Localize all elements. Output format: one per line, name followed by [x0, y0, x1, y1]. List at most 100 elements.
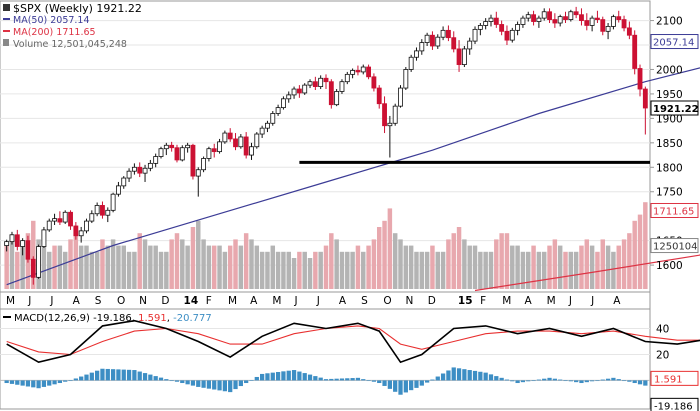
- macd-histogram-bar: [403, 380, 408, 393]
- macd-histogram-bar: [568, 380, 573, 382]
- volume-bar: [515, 245, 520, 289]
- volume-bar: [414, 251, 419, 289]
- macd-histogram-bar: [478, 371, 483, 381]
- candle-body: [520, 17, 526, 25]
- macd-histogram-bar: [515, 380, 520, 384]
- candle-body: [291, 88, 297, 96]
- macd-histogram-bar: [174, 380, 180, 382]
- macd-histogram-bar: [217, 380, 222, 391]
- candle-body: [163, 144, 169, 150]
- volume-bar: [227, 245, 233, 289]
- candle-body: [536, 17, 542, 22]
- macd-histogram-bar: [371, 380, 377, 382]
- month-label: M: [272, 295, 281, 307]
- macd-histogram-bar: [31, 380, 36, 388]
- macd-line: [6, 319, 700, 364]
- volume-bar: [520, 251, 526, 289]
- macd-histogram-bar: [589, 380, 595, 382]
- volume-bar: [621, 239, 627, 289]
- macd-histogram-bar: [579, 380, 584, 384]
- candle-body: [387, 122, 393, 127]
- macd-tags: 1.591 -19.186: [650, 370, 699, 411]
- month-label: S: [361, 295, 368, 307]
- candle-body: [408, 56, 414, 70]
- candle-body: [57, 218, 63, 223]
- volume-bar: [371, 239, 377, 289]
- macd-histogram-bar: [100, 368, 105, 381]
- macd-histogram-bar: [488, 374, 494, 381]
- volume-bar: [180, 239, 185, 289]
- macd-histogram-bar: [190, 380, 196, 386]
- volume-bar: [20, 245, 25, 289]
- price-tick-label: 1750: [656, 187, 683, 199]
- volume-bar: [89, 251, 95, 289]
- price-tick-label: 1800: [656, 162, 683, 174]
- price-tags: 2057.14 1921.22 1711.65 1250104: [650, 34, 699, 254]
- macd-histogram-bar: [270, 372, 275, 381]
- price-tick-label: 1900: [656, 113, 683, 125]
- volume-bar: [233, 239, 238, 289]
- volume-bar: [595, 251, 600, 289]
- candle-body: [477, 25, 483, 30]
- macd-histogram-bar: [616, 379, 621, 381]
- macd-histogram-bar: [318, 377, 323, 381]
- volume-bar: [366, 245, 371, 289]
- candle-body: [632, 34, 638, 69]
- macd-histogram-bar: [424, 380, 430, 383]
- macd-tick-label: 20: [656, 349, 669, 361]
- candle-body: [515, 24, 521, 31]
- macd-histogram-bar: [409, 380, 414, 391]
- candle-body: [233, 138, 238, 148]
- volume-bar: [382, 220, 387, 289]
- moving-average-lines: [6, 67, 700, 292]
- macd-histogram-bar: [153, 376, 158, 381]
- volume-bar: [281, 251, 286, 289]
- candle-body: [339, 81, 345, 92]
- volume-bar: [600, 239, 605, 289]
- volume-bar: [164, 251, 169, 289]
- volume-bar: [73, 233, 79, 289]
- macd-histogram-bar: [36, 380, 41, 389]
- candle-body: [302, 84, 308, 94]
- macd-histogram-bar: [20, 380, 25, 386]
- volume-bar: [78, 245, 84, 289]
- macd-histogram-bar: [600, 379, 605, 381]
- macd-histogram-bar: [621, 380, 627, 382]
- month-label: A: [524, 295, 532, 307]
- candle-body: [174, 147, 180, 161]
- candle-body: [280, 98, 286, 109]
- macd-histogram-bar: [435, 376, 440, 381]
- volume-bar: [579, 245, 584, 289]
- volume-bar: [398, 239, 403, 289]
- macd-signal-line: [6, 325, 700, 356]
- price-tag-box: [650, 202, 699, 218]
- price-tick-label: 2000: [656, 64, 683, 76]
- month-label: J: [294, 295, 298, 307]
- volume-bar: [249, 239, 254, 289]
- macd-histogram-bar: [116, 369, 121, 381]
- macd-histogram-bar: [89, 372, 94, 381]
- price-tag-box: [650, 100, 699, 116]
- candle-body: [84, 220, 89, 232]
- candle-body: [445, 29, 451, 39]
- macd-histogram-bar: [164, 379, 169, 381]
- price-panel: [0, 0, 651, 293]
- macd-histogram-bar: [637, 380, 643, 385]
- volume-bar: [211, 245, 217, 289]
- volume-bar: [478, 251, 483, 289]
- macd-histogram-bar: [393, 380, 398, 392]
- volume-bar: [339, 251, 345, 289]
- volume-bar: [494, 239, 499, 289]
- candle-body: [142, 167, 148, 174]
- candle-body: [637, 68, 643, 90]
- macd-histogram-bar: [95, 370, 100, 381]
- macd-histogram-bar: [249, 379, 254, 381]
- price-tick-label: 1850: [656, 138, 683, 150]
- volume-bar: [483, 251, 488, 289]
- candle-body: [541, 11, 547, 19]
- macd-histogram-bar: [212, 380, 217, 390]
- macd-histogram-bar: [196, 380, 201, 387]
- macd-histogram-bar: [552, 378, 557, 381]
- macd-histogram-bar: [643, 380, 648, 386]
